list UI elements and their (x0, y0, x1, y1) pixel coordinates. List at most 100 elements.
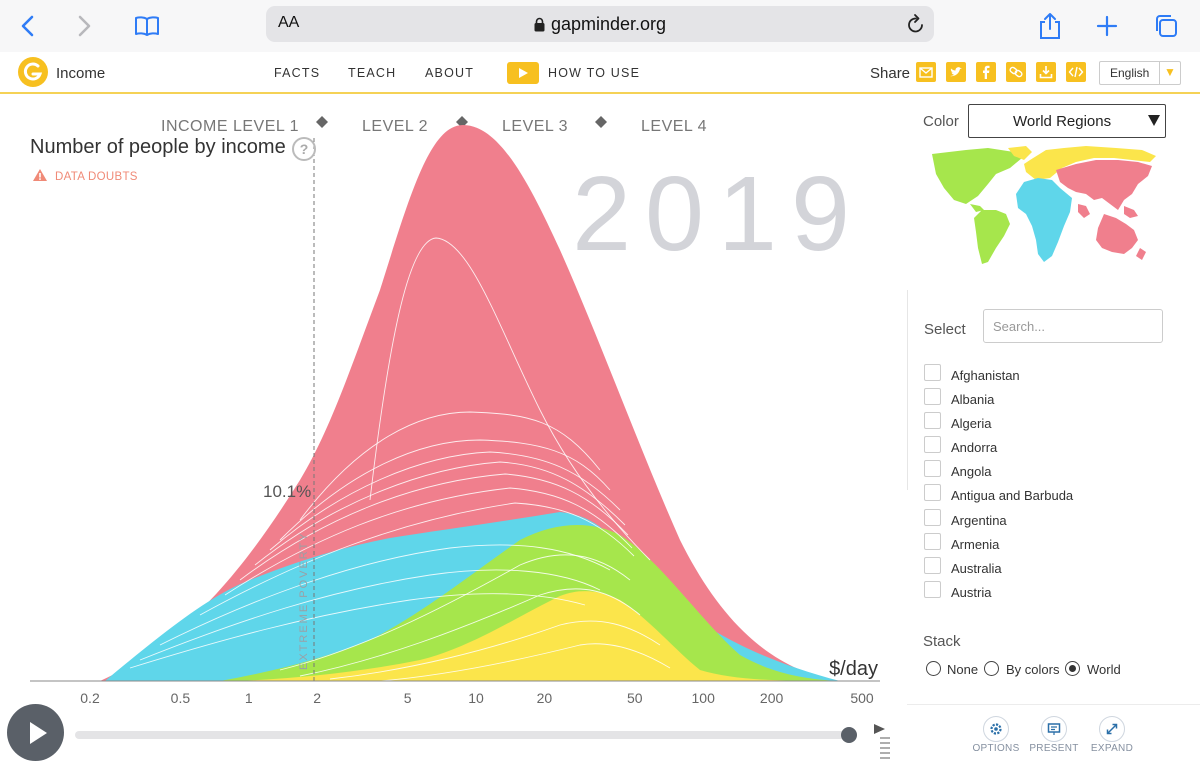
country-name[interactable]: Argentina (951, 512, 1007, 528)
extreme-poverty-label: EXTREME POVERTY (298, 531, 310, 670)
area-americas[interactable] (220, 524, 840, 681)
link-icon[interactable] (1006, 62, 1026, 82)
country-checkbox[interactable] (924, 508, 941, 526)
stack-label: Stack (923, 633, 961, 650)
income-mountain-chart[interactable]: INCOME LEVEL 1 LEVEL 2 LEVEL 3 LEVEL 4 2… (0, 94, 900, 714)
how-to-use-play-icon[interactable] (507, 62, 539, 84)
mail-icon[interactable] (916, 62, 936, 82)
url-text: gapminder.org (550, 14, 667, 34)
facebook-icon[interactable] (976, 62, 996, 82)
x-tick-label: 0.5 (171, 690, 191, 706)
level-label-1: INCOME LEVEL 1 (161, 118, 299, 135)
stack-radio-by-colors[interactable] (984, 661, 999, 676)
country-item[interactable]: Andorra (923, 434, 1158, 458)
country-name[interactable]: Armenia (951, 536, 1000, 552)
world-regions-map[interactable] (926, 144, 1162, 270)
reload-button[interactable] (906, 13, 926, 40)
country-checkbox[interactable] (924, 364, 941, 381)
present-icon (1047, 723, 1061, 735)
country-item[interactable]: Albania (923, 386, 1158, 410)
gapminder-logo[interactable] (18, 57, 48, 87)
back-button[interactable] (12, 10, 44, 42)
warning-icon (33, 169, 47, 181)
present-button[interactable] (1041, 716, 1067, 742)
time-slider-thumb[interactable] (841, 727, 857, 743)
country-name[interactable]: Albania (951, 392, 995, 408)
how-to-use-link[interactable]: HOW TO USE (548, 66, 641, 80)
country-checkbox[interactable] (924, 460, 941, 478)
share-label: Share (870, 65, 911, 82)
country-name[interactable]: Antigua and Barbuda (951, 488, 1074, 504)
stack-radio-none[interactable] (926, 661, 941, 676)
data-doubts-link[interactable]: DATA DOUBTS (32, 168, 138, 183)
stack-label-none[interactable]: None (947, 662, 979, 677)
area-europe[interactable] (240, 591, 820, 681)
level-boundary-marker-3[interactable] (595, 116, 607, 128)
menu-about[interactable]: ABOUT (425, 66, 475, 80)
logo-icon (23, 62, 43, 81)
time-slider-track[interactable] (75, 731, 847, 739)
country-checkbox[interactable] (924, 556, 941, 574)
country-item[interactable]: Afghanistan (923, 362, 1158, 386)
country-item[interactable]: Armenia (923, 531, 1158, 555)
expand-label[interactable]: EXPAND (1090, 743, 1134, 754)
share-sheet-button[interactable] (1034, 10, 1066, 42)
stack-label-by-colors[interactable]: By colors (1006, 662, 1060, 677)
expand-button[interactable] (1099, 716, 1125, 742)
text-size-button[interactable]: AA (278, 14, 300, 31)
chevron-left-icon (21, 15, 34, 37)
country-checkbox[interactable] (924, 532, 941, 550)
area-asia[interactable] (100, 125, 840, 681)
country-checkbox[interactable] (924, 580, 941, 598)
country-checkbox[interactable] (924, 436, 941, 454)
caret-down-icon: ▼ (1159, 62, 1180, 84)
country-name[interactable]: Austria (951, 584, 992, 600)
level-label-3: LEVEL 3 (502, 118, 568, 135)
country-item[interactable]: Angola (923, 458, 1158, 482)
options-label[interactable]: OPTIONS (972, 743, 1020, 754)
country-item[interactable]: Argentina (923, 507, 1158, 531)
download-icon[interactable] (1036, 62, 1056, 82)
country-name[interactable]: Andorra (951, 440, 998, 456)
map-region-africa[interactable] (1016, 178, 1072, 262)
present-label[interactable]: PRESENT (1029, 743, 1079, 754)
menu-facts[interactable]: FACTS (274, 66, 321, 80)
help-icon[interactable]: ? (292, 137, 316, 161)
address-bar[interactable]: AA gapminder.org (266, 6, 934, 42)
color-select[interactable]: World Regions (968, 104, 1166, 138)
country-name[interactable]: Afghanistan (951, 368, 1020, 383)
stack-radio-world[interactable] (1065, 661, 1080, 676)
options-button[interactable] (983, 716, 1009, 742)
level-boundary-marker-1[interactable] (316, 116, 328, 128)
country-checkbox[interactable] (924, 484, 941, 502)
country-item[interactable]: Antigua and Barbuda (923, 482, 1158, 506)
map-region-americas[interactable] (932, 148, 1022, 264)
tabs-button[interactable] (1150, 10, 1182, 42)
country-checkbox[interactable] (924, 412, 941, 430)
play-button[interactable] (7, 704, 64, 761)
country-name[interactable]: Algeria (951, 416, 992, 432)
level-boundary-marker-2[interactable] (456, 116, 468, 128)
country-item[interactable]: Australia (923, 555, 1158, 579)
data-doubts-label: DATA DOUBTS (55, 171, 138, 183)
country-search-input[interactable] (983, 309, 1163, 343)
embed-icon[interactable] (1066, 62, 1086, 82)
new-tab-button[interactable] (1091, 10, 1123, 42)
country-name[interactable]: Australia (951, 560, 1002, 576)
bookmarks-button[interactable] (131, 10, 163, 42)
language-select[interactable]: English ▼ (1099, 61, 1181, 85)
forward-button[interactable] (68, 10, 100, 42)
stack-label-world[interactable]: World (1087, 662, 1121, 677)
map-region-asia[interactable] (1056, 160, 1152, 260)
x-tick-label: 10 (468, 690, 484, 706)
country-checkbox[interactable] (924, 388, 941, 406)
map-region-europe[interactable] (1008, 146, 1156, 180)
country-item[interactable]: Austria (923, 579, 1158, 603)
twitter-icon[interactable] (946, 62, 966, 82)
country-name[interactable]: Angola (951, 464, 992, 480)
lock-icon (534, 17, 545, 32)
menu-teach[interactable]: TEACH (348, 66, 397, 80)
level-label-4: LEVEL 4 (641, 118, 707, 135)
country-item[interactable]: Algeria (923, 410, 1158, 434)
speed-control-icon[interactable] (873, 722, 891, 760)
